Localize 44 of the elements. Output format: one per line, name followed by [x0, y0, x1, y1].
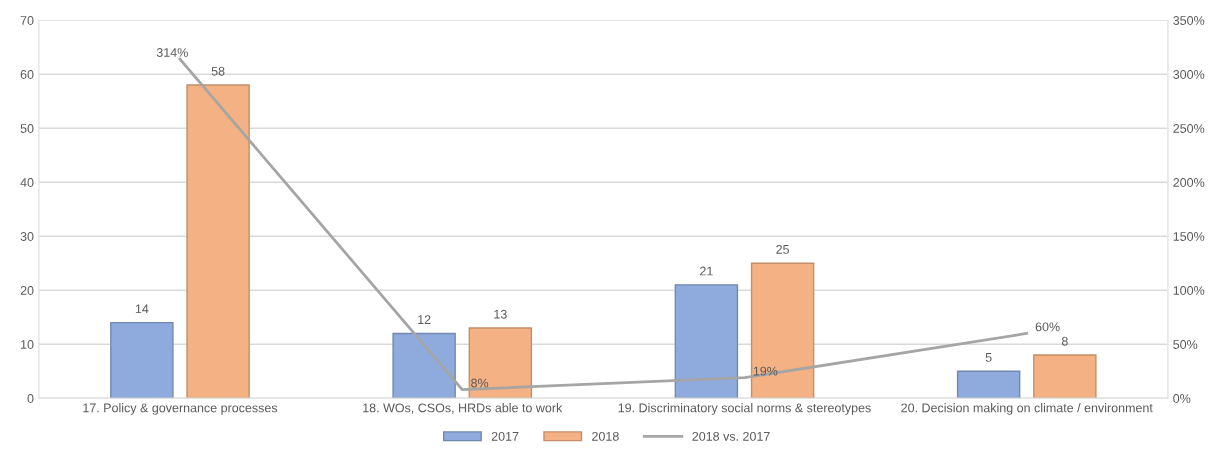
data-label: 13 [494, 309, 507, 319]
bar [674, 284, 739, 399]
bar [186, 84, 250, 399]
x-tick-label: 17. Policy & governance processes [83, 403, 278, 415]
data-label: 314% [156, 48, 188, 57]
data-label: 5 [985, 353, 992, 362]
data-label: 8 [1061, 336, 1068, 346]
y2-tick-label: 200% [1173, 178, 1205, 187]
y2-tick-label: 250% [1173, 124, 1205, 133]
data-label: 19% [753, 366, 778, 376]
legend-label: 2018 [592, 431, 619, 441]
y-tick-label: 0 [27, 394, 34, 403]
legend-label: 2017 [491, 431, 519, 441]
y2-tick-label: 350% [1173, 16, 1205, 25]
y-tick-label: 20 [20, 286, 34, 295]
bar [1033, 354, 1097, 399]
bar [110, 321, 174, 399]
data-label: 58 [211, 66, 225, 76]
y-tick-label: 10 [21, 340, 34, 349]
bar [956, 370, 1021, 399]
line-series [178, 57, 1029, 391]
y2-tick-label: 300% [1173, 70, 1205, 79]
x-tick-label: 20. Decision making on climate / environment [901, 403, 1153, 415]
y-tick-label: 30 [20, 232, 34, 241]
y-tick-label: 50 [20, 124, 34, 133]
data-label: 25 [776, 244, 790, 254]
legend-label: 2018 vs. 2017 [692, 431, 770, 441]
x-tick-label: 19. Discriminatory social norms & stereotypes [618, 403, 871, 415]
data-label: 60% [1035, 322, 1060, 332]
y-tick-label: 60 [20, 70, 34, 79]
x-tick-label: 18. WOs, CSOs, HRDs able to work [363, 403, 563, 414]
data-label: 12 [418, 315, 431, 324]
data-label: 8% [471, 378, 489, 388]
bar [392, 332, 456, 399]
bar [750, 262, 815, 399]
y2-tick-label: 0% [1173, 394, 1191, 403]
y-tick-label: 70 [20, 16, 34, 25]
bar [468, 327, 533, 399]
y2-tick-label: 150% [1173, 232, 1205, 241]
y-tick-label: 40 [20, 178, 34, 187]
data-label: 14 [135, 304, 149, 314]
y2-tick-label: 100% [1173, 286, 1205, 295]
data-label: 21 [700, 266, 713, 276]
y2-tick-label: 50% [1173, 340, 1198, 349]
